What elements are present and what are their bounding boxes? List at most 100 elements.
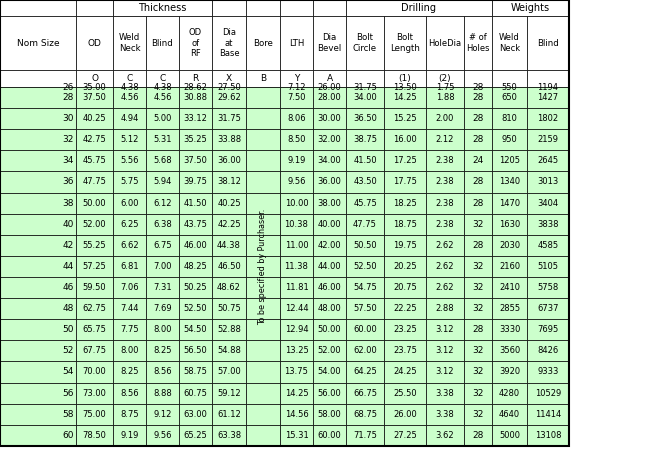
Text: 2.12: 2.12 bbox=[436, 135, 454, 144]
Bar bbox=[384, 319, 426, 340]
Text: 47.75: 47.75 bbox=[353, 219, 377, 229]
Bar bbox=[492, 87, 527, 108]
Bar bbox=[212, 340, 246, 361]
Text: 40.25: 40.25 bbox=[217, 198, 241, 208]
Bar bbox=[146, 425, 179, 446]
Bar bbox=[179, 403, 212, 425]
Text: 3.62: 3.62 bbox=[436, 431, 454, 440]
Bar bbox=[179, 16, 212, 70]
Text: Drilling: Drilling bbox=[401, 3, 436, 13]
Bar bbox=[313, 235, 346, 256]
Text: 57.25: 57.25 bbox=[83, 262, 106, 271]
Bar bbox=[280, 129, 313, 150]
Bar bbox=[426, 340, 464, 361]
Text: 13.75: 13.75 bbox=[285, 368, 309, 376]
Text: 47.75: 47.75 bbox=[83, 177, 106, 186]
Text: 58.75: 58.75 bbox=[184, 368, 208, 376]
Bar bbox=[426, 425, 464, 446]
Text: 45.75: 45.75 bbox=[353, 198, 377, 208]
Text: 36.00: 36.00 bbox=[217, 156, 241, 165]
Bar bbox=[426, 256, 464, 277]
Bar bbox=[280, 16, 313, 70]
Bar bbox=[346, 129, 384, 150]
Text: 2.38: 2.38 bbox=[436, 219, 454, 229]
Bar bbox=[113, 16, 146, 70]
Text: 12.94: 12.94 bbox=[285, 325, 308, 334]
Text: 54: 54 bbox=[63, 368, 74, 376]
Text: 48: 48 bbox=[63, 304, 74, 313]
Bar bbox=[384, 425, 426, 446]
Text: 18.75: 18.75 bbox=[393, 219, 417, 229]
Bar bbox=[527, 425, 569, 446]
Text: 7.12: 7.12 bbox=[288, 83, 306, 92]
Text: 27.25: 27.25 bbox=[393, 431, 417, 440]
Text: 50.75: 50.75 bbox=[217, 304, 241, 313]
Text: 9.19: 9.19 bbox=[288, 156, 305, 165]
Bar bbox=[313, 129, 346, 150]
Text: 4.38: 4.38 bbox=[120, 83, 139, 92]
Bar bbox=[492, 70, 527, 87]
Text: 29.62: 29.62 bbox=[217, 93, 241, 102]
Text: 5.68: 5.68 bbox=[153, 156, 172, 165]
Bar bbox=[313, 214, 346, 235]
Text: 8.56: 8.56 bbox=[153, 368, 172, 376]
Text: 12.44: 12.44 bbox=[285, 304, 308, 313]
Text: 9333: 9333 bbox=[537, 368, 559, 376]
Text: 2410: 2410 bbox=[499, 283, 520, 292]
Text: 50: 50 bbox=[63, 325, 74, 334]
Text: 57.00: 57.00 bbox=[217, 368, 241, 376]
Text: 6.75: 6.75 bbox=[153, 241, 172, 250]
Text: 33.88: 33.88 bbox=[217, 135, 241, 144]
Text: 810: 810 bbox=[502, 114, 518, 123]
Text: 11.81: 11.81 bbox=[285, 283, 309, 292]
Text: 4.94: 4.94 bbox=[120, 114, 139, 123]
Bar bbox=[346, 298, 384, 319]
Bar bbox=[0, 129, 76, 150]
Text: Bolt
Length: Bolt Length bbox=[390, 33, 420, 53]
Bar bbox=[246, 277, 280, 298]
Bar bbox=[346, 340, 384, 361]
Text: 54.75: 54.75 bbox=[353, 283, 377, 292]
Text: 3.38: 3.38 bbox=[436, 389, 454, 397]
Bar bbox=[212, 361, 246, 382]
Bar bbox=[246, 108, 280, 129]
Text: 41.50: 41.50 bbox=[353, 156, 377, 165]
Bar bbox=[426, 403, 464, 425]
Bar bbox=[492, 129, 527, 150]
Bar bbox=[280, 70, 313, 87]
Bar bbox=[212, 70, 246, 87]
Bar bbox=[212, 425, 246, 446]
Text: 32: 32 bbox=[473, 389, 484, 397]
Bar bbox=[464, 171, 492, 192]
Text: 34.00: 34.00 bbox=[353, 93, 377, 102]
Bar bbox=[384, 361, 426, 382]
Text: 9.19: 9.19 bbox=[120, 431, 139, 440]
Text: 60.00: 60.00 bbox=[318, 431, 341, 440]
Bar bbox=[492, 192, 527, 214]
Text: 26: 26 bbox=[63, 83, 74, 92]
Bar bbox=[113, 214, 146, 235]
Text: 60.00: 60.00 bbox=[353, 325, 377, 334]
Bar bbox=[464, 0, 492, 16]
Text: 28: 28 bbox=[473, 241, 484, 250]
Bar bbox=[113, 192, 146, 214]
Text: 28: 28 bbox=[473, 198, 484, 208]
Text: 38.00: 38.00 bbox=[317, 198, 342, 208]
Bar bbox=[464, 87, 492, 108]
Bar bbox=[76, 192, 113, 214]
Bar bbox=[492, 235, 527, 256]
Text: 15.25: 15.25 bbox=[393, 114, 417, 123]
Bar bbox=[492, 425, 527, 446]
Bar bbox=[280, 0, 313, 16]
Bar bbox=[527, 382, 569, 403]
Text: 2.62: 2.62 bbox=[436, 262, 454, 271]
Bar bbox=[76, 319, 113, 340]
Text: 30.00: 30.00 bbox=[318, 114, 341, 123]
Text: 58: 58 bbox=[63, 410, 74, 419]
Text: 36: 36 bbox=[63, 177, 74, 186]
Bar bbox=[146, 192, 179, 214]
Text: 1470: 1470 bbox=[499, 198, 520, 208]
Text: 40.25: 40.25 bbox=[83, 114, 106, 123]
Bar bbox=[346, 0, 492, 16]
Text: 17.25: 17.25 bbox=[393, 156, 417, 165]
